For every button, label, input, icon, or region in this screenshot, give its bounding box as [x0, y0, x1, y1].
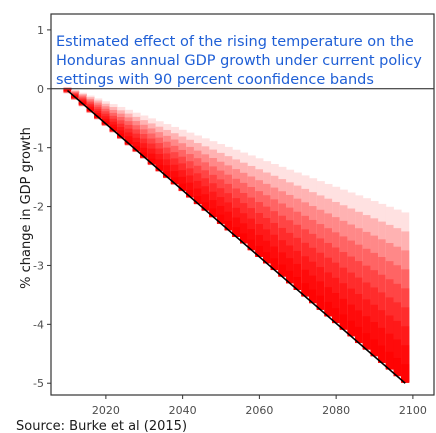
band-block [147, 158, 156, 164]
band-block [309, 275, 318, 304]
band-block [355, 310, 364, 343]
band-block [132, 146, 141, 151]
band-block [247, 229, 256, 251]
band-block [393, 358, 402, 377]
chart-title-line-1: Estimated effect of the rising temperatu… [56, 34, 414, 50]
band-block [240, 233, 249, 244]
band-block [247, 239, 256, 251]
band-block [178, 183, 187, 191]
band-block [370, 322, 379, 357]
band-block [163, 171, 172, 178]
x-tick-label: 2040 [169, 404, 197, 417]
band-block [355, 326, 364, 344]
band-block [270, 258, 279, 271]
band-block [401, 364, 410, 383]
y-tick-label: -5 [33, 377, 44, 390]
band-block [170, 177, 179, 184]
x-tick-label: 2080 [322, 404, 350, 417]
band-block [263, 252, 272, 264]
band-block [385, 351, 394, 370]
band-block [301, 269, 310, 297]
band-block [385, 333, 394, 370]
x-tick-label: 2100 [399, 404, 427, 417]
y-axis-label: % change in GDP growth [19, 127, 34, 289]
band-block [209, 208, 218, 217]
band-block [270, 246, 279, 270]
band-block [278, 264, 287, 277]
band-block [278, 252, 287, 277]
y-tick-label: -2 [33, 201, 44, 214]
band-block [316, 295, 325, 310]
y-tick-label: 0 [37, 83, 44, 96]
band-block [362, 333, 371, 350]
y-tick-label: 1 [37, 24, 44, 37]
band-block [117, 133, 126, 138]
band-block [339, 314, 348, 330]
band-block [370, 339, 379, 357]
band-block [293, 277, 302, 290]
band-block [255, 234, 264, 257]
band-block [201, 202, 210, 211]
band-block [155, 164, 164, 171]
band-block [140, 152, 149, 158]
band-block [339, 298, 348, 330]
band-block [347, 320, 356, 337]
band-block [101, 121, 110, 125]
x-axis-ticks: 2020 2040 2060 2080 2100 [92, 395, 427, 417]
band-block [193, 196, 203, 204]
y-tick-label: -4 [33, 318, 44, 331]
band-block [109, 127, 118, 131]
band-block [286, 258, 295, 284]
confidence-bands [63, 87, 410, 383]
chart-title-line-2: Honduras annual GDP growth under current… [56, 53, 422, 69]
band-block [332, 308, 341, 324]
band-block [324, 287, 333, 317]
band-block [232, 227, 241, 237]
central-estimate-line [66, 89, 406, 384]
source-note: Source: Burke et al (2015) [16, 419, 187, 433]
band-block [186, 189, 195, 198]
band-block [393, 339, 402, 376]
band-block [224, 220, 233, 231]
band-block [378, 345, 387, 363]
band-block [216, 214, 226, 224]
band-block [301, 283, 310, 297]
band-block [309, 289, 318, 304]
x-tick-label: 2060 [245, 404, 273, 417]
band-block [240, 223, 249, 244]
y-axis-ticks: 1 0 -1 -2 -3 -4 -5 [33, 24, 51, 390]
chart-title-line-3: settings with 90 percent coonfidence ban… [56, 72, 374, 88]
plot-frame [50, 13, 435, 396]
band-block [286, 270, 295, 284]
band-block [362, 316, 371, 350]
y-tick-label: -1 [33, 142, 44, 155]
band-block [332, 293, 341, 323]
band-block [324, 301, 333, 317]
band-block [378, 327, 387, 363]
band-block [401, 345, 410, 383]
band-block [347, 304, 356, 337]
band-block [316, 281, 325, 310]
band-block [293, 263, 302, 290]
band-block [124, 139, 133, 144]
x-tick-label: 2020 [92, 404, 120, 417]
band-block [255, 245, 264, 257]
y-tick-label: -3 [33, 259, 44, 272]
band-block [263, 240, 272, 264]
band-block [63, 90, 72, 91]
